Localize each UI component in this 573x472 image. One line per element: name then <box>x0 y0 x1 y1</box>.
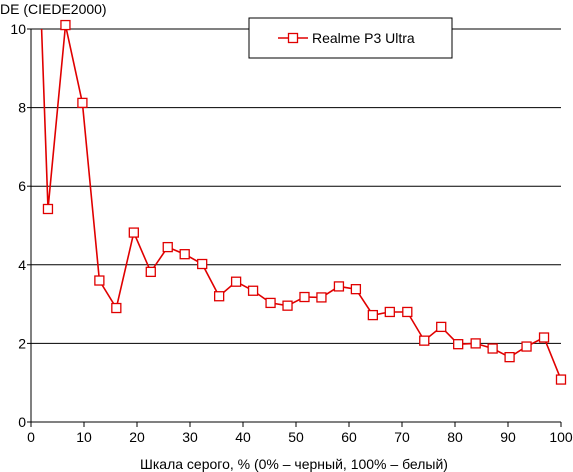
grid-lines <box>31 28 561 344</box>
legend: Realme P3 Ultra <box>248 17 453 59</box>
data-point-marker <box>60 19 71 31</box>
data-point-marker <box>213 291 225 302</box>
y-tick-label: 4 <box>18 257 26 273</box>
data-point-marker <box>367 309 379 321</box>
x-tick-label: 0 <box>27 429 35 445</box>
data-point-marker <box>94 275 105 286</box>
x-axis-label: Шкала серого, % (0% – черный, 100% – бел… <box>140 456 448 472</box>
data-point-marker <box>111 302 122 314</box>
x-tick-label: 90 <box>500 429 516 445</box>
data-point-marker <box>316 292 327 303</box>
data-point-marker <box>555 374 567 385</box>
data-point-marker <box>350 284 362 295</box>
axes <box>27 28 562 427</box>
x-tick-label: 80 <box>447 429 463 445</box>
y-tick-label: 6 <box>18 178 26 194</box>
data-point-marker <box>128 227 139 238</box>
x-tick-label: 10 <box>76 429 92 445</box>
series-markers <box>42 19 567 385</box>
data-point-marker <box>419 335 430 346</box>
y-tick-label: 0 <box>18 414 26 430</box>
x-tick-label: 30 <box>182 429 198 445</box>
data-point-marker <box>265 297 276 309</box>
x-tick-label: 60 <box>341 429 357 445</box>
y-tick-label: 10 <box>10 21 26 37</box>
data-point-marker <box>282 300 293 311</box>
data-point-marker <box>162 241 173 253</box>
data-point-marker <box>436 321 447 333</box>
x-tick-label: 50 <box>288 429 304 445</box>
x-tick-label: 100 <box>549 429 573 445</box>
data-point-marker <box>247 285 259 296</box>
data-point-marker <box>384 306 395 318</box>
legend-marker-swatch <box>287 32 299 44</box>
series-line <box>40 24 562 380</box>
y-tick-label: 2 <box>18 335 26 351</box>
data-point-marker <box>470 338 481 349</box>
data-point-marker <box>402 306 413 318</box>
x-tick-label: 40 <box>235 429 251 445</box>
data-point-marker <box>333 281 345 292</box>
data-point-marker <box>179 249 190 260</box>
y-tick-label: 8 <box>18 100 26 116</box>
data-point-marker <box>230 276 242 287</box>
data-point-marker <box>42 203 54 215</box>
y-axis-label: DE (CIEDE2000) <box>0 1 107 17</box>
series-realme-p3-ultra <box>40 19 567 385</box>
data-point-marker <box>453 339 464 350</box>
data-point-marker <box>487 343 498 354</box>
legend-label: Realme P3 Ultra <box>312 30 415 46</box>
data-point-marker <box>77 97 88 109</box>
data-point-marker <box>299 291 310 303</box>
x-tick-label: 70 <box>394 429 410 445</box>
data-point-marker <box>521 341 532 352</box>
x-tick-label: 20 <box>129 429 145 445</box>
data-point-marker <box>145 266 156 278</box>
data-point-marker <box>504 352 515 363</box>
data-point-marker <box>538 332 550 343</box>
data-point-marker <box>197 258 208 270</box>
